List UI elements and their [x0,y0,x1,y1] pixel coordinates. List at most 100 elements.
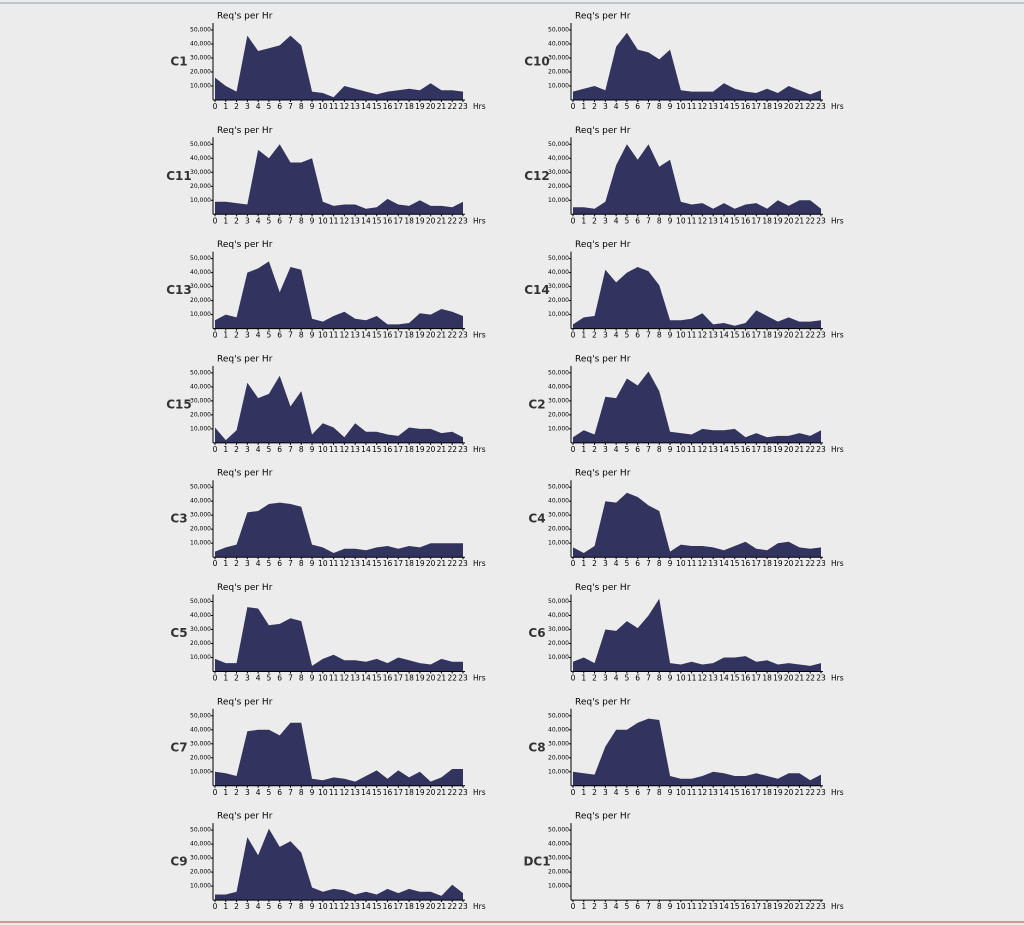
x-tick-label: 20 [426,674,436,683]
x-axis-title: Hrs [831,559,844,568]
x-tick-label: 12 [340,102,350,111]
y-tick-label: 40,000 [548,498,569,505]
x-tick-label: 2 [234,102,239,111]
x-tick-label: 1 [223,788,228,797]
x-tick-label: 5 [625,788,630,797]
x-tick-label: 7 [288,674,293,683]
x-tick-label: 10 [318,445,328,454]
y-tick-label: 10,000 [548,311,569,318]
x-tick-label: 21 [795,331,805,340]
chart-name: C6 [528,626,545,640]
x-tick-label: 21 [795,902,805,911]
x-tick-label: 11 [329,559,339,568]
x-tick-label: 11 [687,674,697,683]
x-tick-label: 8 [299,902,304,911]
x-tick-label: 7 [646,674,651,683]
y-tick-label: 20,000 [548,869,569,876]
x-tick-label: 19 [773,216,783,225]
x-tick-label: 8 [657,102,662,111]
x-tick-label: 10 [318,216,328,225]
x-tick-label: 15 [730,445,740,454]
x-tick-label: 9 [668,559,673,568]
x-tick-label: 12 [340,445,350,454]
x-tick-label: 3 [245,902,250,911]
y-tick-label: 10,000 [190,197,211,204]
x-tick-label: 14 [719,674,729,683]
x-tick-label: 0 [213,445,218,454]
x-tick-label: 9 [668,445,673,454]
area [215,607,463,672]
x-tick-label: 17 [752,102,762,111]
x-tick-label: 8 [657,674,662,683]
x-tick-label: 6 [277,216,282,225]
y-tick-label: 10,000 [548,768,569,775]
x-tick-label: 5 [267,216,272,225]
x-tick-label: 5 [267,788,272,797]
x-tick-label: 20 [784,216,794,225]
x-tick-label: 14 [361,216,371,225]
y-axis-title: Req's per Hr [575,12,631,22]
y-tick-label: 20,000 [548,183,569,190]
x-tick-label: 1 [223,445,228,454]
x-tick-label: 11 [329,102,339,111]
area [215,144,463,215]
x-tick-label: 20 [426,445,436,454]
x-tick-label: 0 [213,559,218,568]
x-tick-label: 3 [245,559,250,568]
x-tick-label: 11 [687,102,697,111]
y-axis-title: Req's per Hr [217,583,273,593]
x-tick-label: 14 [361,902,371,911]
x-tick-label: 21 [437,216,447,225]
x-tick-label: 18 [404,445,414,454]
x-tick-label: 10 [676,788,686,797]
x-tick-label: 4 [256,674,261,683]
x-tick-label: 13 [350,788,360,797]
x-tick-label: 19 [773,902,783,911]
y-tick-label: 10,000 [190,768,211,775]
x-axis-title: Hrs [473,902,486,911]
x-tick-label: 0 [571,102,576,111]
x-tick-label: 14 [361,788,371,797]
chart-name: C15 [166,397,192,411]
y-tick-label: 20,000 [548,526,569,533]
x-tick-label: 9 [668,331,673,340]
x-tick-label: 1 [581,559,586,568]
x-tick-label: 9 [310,331,315,340]
y-tick-label: 10,000 [190,425,211,432]
x-tick-label: 23 [458,102,468,111]
chart-name: C3 [170,512,187,526]
x-tick-label: 7 [288,331,293,340]
y-tick-label: 20,000 [548,754,569,761]
x-tick-label: 7 [288,788,293,797]
x-tick-label: 10 [318,674,328,683]
x-tick-label: 22 [447,102,457,111]
x-tick-label: 1 [581,331,586,340]
x-tick-label: 19 [415,902,425,911]
x-tick-label: 16 [741,788,751,797]
area [215,722,463,786]
x-tick-label: 15 [372,788,382,797]
x-tick-label: 15 [730,331,740,340]
y-tick-label: 40,000 [548,612,569,619]
x-tick-label: 1 [581,902,586,911]
x-tick-label: 16 [383,674,393,683]
y-axis-title: Req's per Hr [217,812,273,822]
y-tick-label: 30,000 [548,169,569,176]
x-tick-label: 12 [698,102,708,111]
x-axis-title: Hrs [473,102,486,111]
x-tick-label: 19 [773,674,783,683]
y-tick-label: 50,000 [548,255,569,262]
x-tick-label: 12 [340,559,350,568]
x-tick-label: 3 [603,902,608,911]
x-tick-label: 13 [708,674,718,683]
y-tick-label: 10,000 [548,425,569,432]
x-tick-label: 6 [277,331,282,340]
x-axis-title: Hrs [473,445,486,454]
chart-name: C14 [524,283,550,297]
x-tick-label: 5 [267,902,272,911]
x-tick-label: 11 [329,674,339,683]
x-tick-label: 17 [752,331,762,340]
x-tick-label: 7 [646,559,651,568]
x-tick-label: 6 [635,674,640,683]
